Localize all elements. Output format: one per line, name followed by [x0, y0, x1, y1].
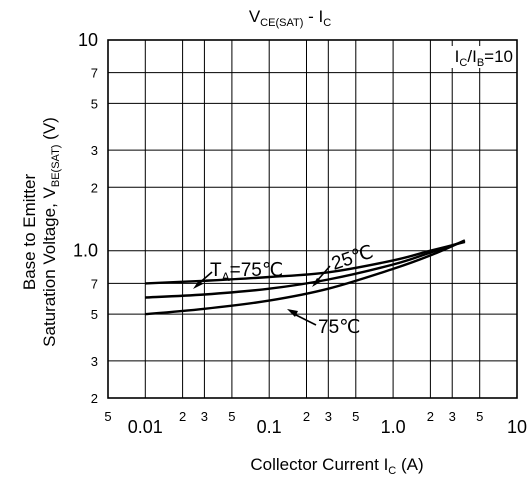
condition-label: IC/IB=10 — [455, 47, 513, 69]
x-tick-label-minor: 5 — [228, 409, 235, 424]
x-tick-label-minor: 2 — [303, 409, 310, 424]
series-layer: TA=75℃ 25℃75℃ — [145, 239, 466, 338]
x-tick-label-major: 0.01 — [128, 417, 163, 437]
x-tick-label-minor: 3 — [201, 409, 208, 424]
y-tick-label-minor: 3 — [91, 143, 98, 158]
y-tick-label-minor: 2 — [91, 180, 98, 195]
x-tick-label-minor: 5 — [104, 409, 111, 424]
series-label-3-arrowhead — [287, 309, 298, 317]
x-tick-label-minor: 2 — [179, 409, 186, 424]
grid-layer — [107, 39, 518, 399]
x-tick-label-minor: 3 — [325, 409, 332, 424]
x-tick-label-minor: 5 — [352, 409, 359, 424]
y-tick-label-major: 1.0 — [73, 241, 98, 261]
chart-title: VCE(SAT) - IC — [249, 7, 331, 29]
x-tick-label-major: 10 — [507, 417, 527, 437]
x-tick-label-minor: 5 — [476, 409, 483, 424]
y-tick-label-minor: 5 — [91, 307, 98, 322]
x-tick-label-minor: 3 — [449, 409, 456, 424]
x-tick-label-major: 0.1 — [257, 417, 282, 437]
y-axis-label-line2: Saturation Voltage, VBE(SAT) (V) — [40, 117, 62, 347]
series-line-2 — [145, 240, 466, 299]
x-tick-label-minor: 2 — [427, 409, 434, 424]
x-tick-label-major: 1.0 — [381, 417, 406, 437]
condition-label-bg — [440, 46, 516, 68]
y-tick-label-minor: 7 — [91, 66, 98, 81]
series-line-3 — [145, 239, 466, 316]
y-axis-label-line1: Base to Emitter — [20, 174, 39, 291]
y-tick-label-major: 10 — [78, 30, 98, 50]
y-tick-label-minor: 3 — [91, 354, 98, 369]
y-tick-label-minor: 7 — [91, 276, 98, 291]
series-label-3: 75℃ — [318, 317, 360, 338]
x-axis-label: Collector Current IC (A) — [250, 455, 423, 477]
series-label-2-arrowhead — [312, 278, 322, 287]
y-tick-label-minor: 5 — [91, 96, 98, 111]
y-tick-label-minor: 2 — [91, 391, 98, 406]
series-line-1 — [145, 240, 466, 285]
plot-frame — [107, 39, 518, 399]
series-label-1-arrowhead — [193, 280, 203, 289]
series-label-1: TA=75℃ — [210, 260, 283, 284]
